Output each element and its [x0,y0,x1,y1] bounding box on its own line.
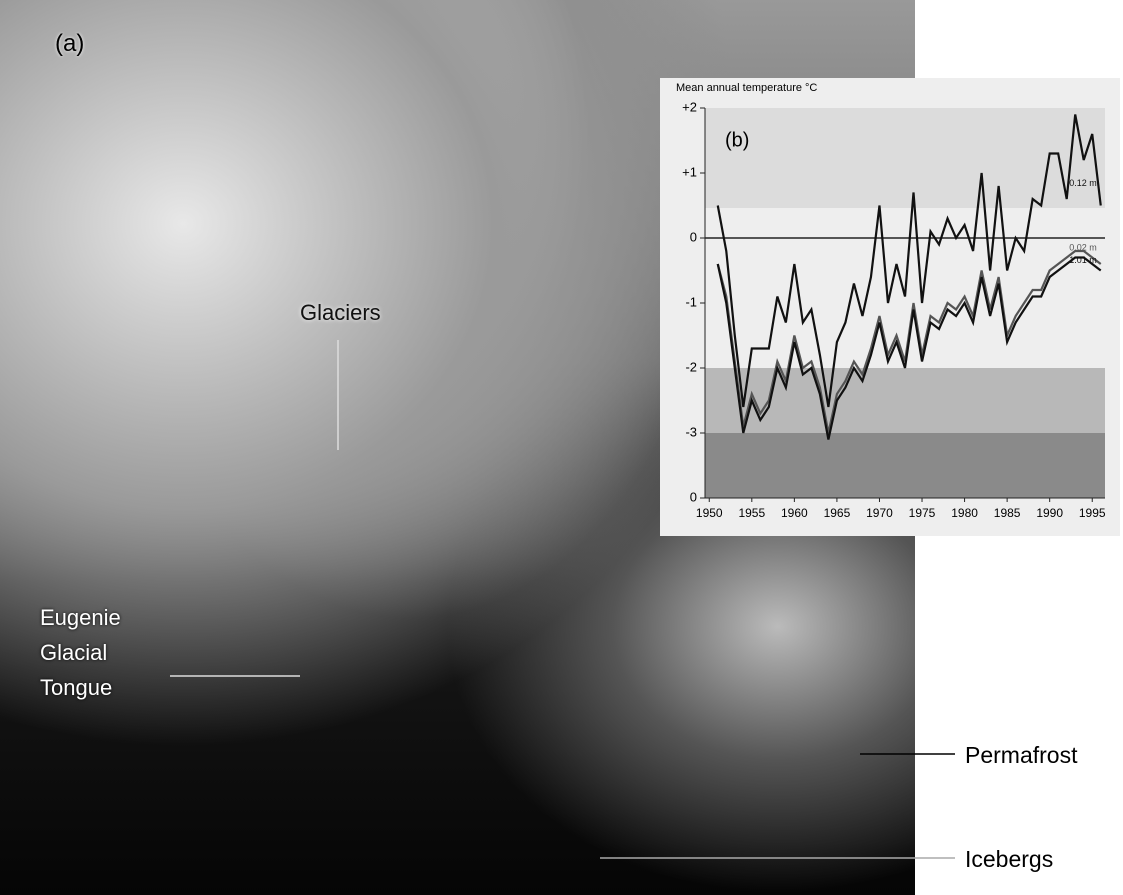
x-tick-label: 1970 [866,506,893,520]
x-tick-label: 1960 [781,506,808,520]
panel-label: (b) [725,129,749,151]
series-label: 1.01 m [1069,255,1097,265]
band [705,433,1105,498]
x-tick-label: 1955 [738,506,765,520]
y-tick-label: +2 [682,99,697,114]
series-label: 0.12 m [1069,178,1097,188]
y-tick-label: +1 [682,164,697,179]
x-tick-label: 1990 [1036,506,1063,520]
inset-chart: Mean annual temperature °C (b) +2 +1 0 -1 -2… [660,78,1120,536]
y-tick-label: -1 [685,294,697,309]
x-tick-label: 1995 [1079,506,1106,520]
chart-title: Mean annual temperature °C [676,82,817,94]
x-tick-label: 1950 [696,506,723,520]
x-tick-label: 1985 [994,506,1021,520]
y-tick-label: 0 [690,489,697,504]
x-tick-label: 1975 [909,506,936,520]
series-label: 0.02 m [1069,242,1097,252]
y-tick-label: -2 [685,359,697,374]
figure: (a) Glaciers Eugenie Glacial Tongue Perm… [0,0,1123,895]
band [705,108,1105,208]
y-tick-label: 0 [690,229,697,244]
x-tick-label: 1980 [951,506,978,520]
y-tick-label: -3 [685,424,697,439]
x-tick-label: 1965 [824,506,851,520]
